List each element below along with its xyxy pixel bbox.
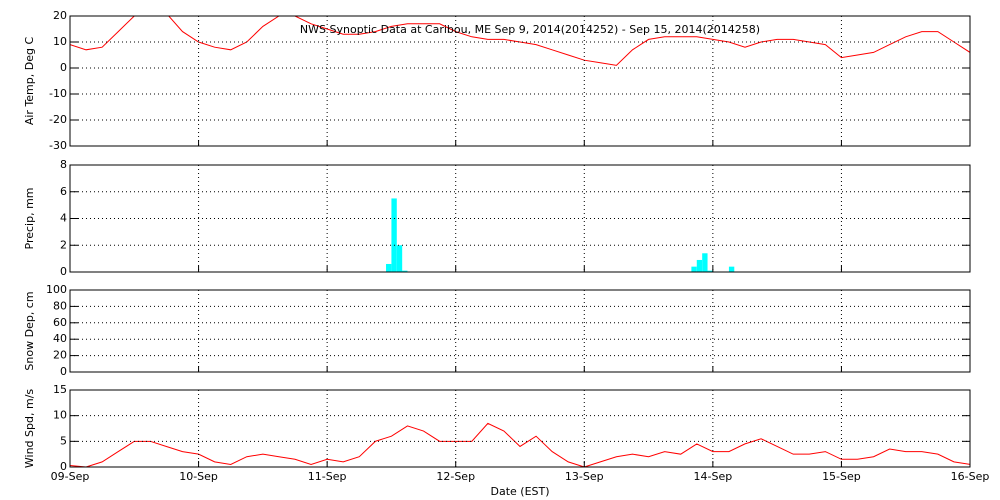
data-line [70,422,970,467]
y-tick-label: 10 [53,35,67,48]
bar [691,266,697,272]
y-tick-label: 0 [60,265,67,278]
y-tick-label: 10 [53,409,67,422]
y-tick-label: 20 [53,9,67,22]
bar [696,259,703,272]
y-tick-label: 0 [60,365,67,378]
y-tick-label: 60 [53,316,67,329]
x-tick-label: 15-Sep [822,470,861,483]
x-tick-label: 09-Sep [51,470,90,483]
x-tick-label: 16-Sep [951,470,990,483]
y-tick-label: -20 [49,113,67,126]
y-tick-label: 15 [53,383,67,396]
x-tick-label: 10-Sep [179,470,218,483]
y-tick-label: -10 [49,87,67,100]
x-axis-label: Date (EST) [490,485,549,498]
bar [728,266,735,272]
x-tick-label: 14-Sep [694,470,733,483]
panel-frame [69,389,971,468]
plot-area [70,16,970,66]
bar [386,263,392,272]
panel-frame [69,289,971,373]
bar [391,198,397,272]
y-tick-label: 40 [53,332,67,345]
y-tick-label: 5 [60,434,67,447]
panel-frame [69,164,971,273]
bar [402,270,408,272]
data-line [70,16,970,66]
plot-area [70,422,970,467]
y-tick-label: -30 [49,139,67,152]
chart-title: NWS Synoptic Data at Caribou, ME Sep 9, … [300,23,760,36]
y-tick-label: 6 [60,185,67,198]
bar [707,270,713,272]
y-tick-label: 20 [53,349,67,362]
y-tick-label: 0 [60,61,67,74]
bar [396,245,403,272]
y-axis-label: Snow Dep, cm [23,291,36,370]
y-tick-label: 8 [60,158,67,171]
plot-area [386,198,735,272]
bar [702,253,708,272]
x-tick-label: 13-Sep [565,470,604,483]
y-tick-label: 2 [60,238,67,251]
y-tick-label: 80 [53,299,67,312]
x-tick-label: 11-Sep [308,470,347,483]
y-axis-label: Wind Spd, m/s [23,389,36,469]
x-tick-label: 12-Sep [436,470,475,483]
y-tick-label: 0 [60,460,67,473]
y-tick-label: 100 [46,283,67,296]
panel-frame [69,15,971,147]
y-tick-label: 4 [60,212,67,225]
y-axis-label: Air Temp, Deg C [23,37,36,126]
y-axis-label: Precip, mm [23,188,36,250]
